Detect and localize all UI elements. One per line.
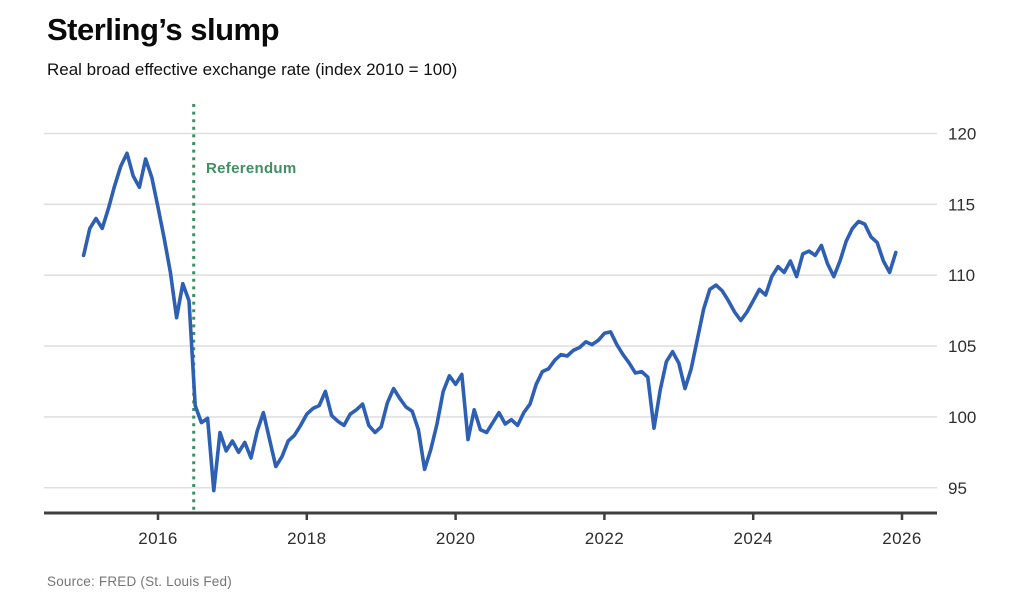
- x-tick-label-2024: 2024: [733, 529, 772, 548]
- x-tick-label-2026: 2026: [882, 529, 921, 548]
- y-tick-label-95: 95: [948, 479, 967, 498]
- y-tick-label-120: 120: [948, 125, 976, 144]
- y-tick-label-115: 115: [948, 195, 975, 214]
- y-tick-label-100: 100: [948, 408, 976, 427]
- x-tick-label-2018: 2018: [287, 529, 326, 548]
- y-tick-label-110: 110: [948, 266, 975, 285]
- x-tick-label-2016: 2016: [138, 529, 177, 548]
- x-tick-label-2020: 2020: [436, 529, 475, 548]
- exchange-rate-line: [81, 151, 898, 493]
- source-note: Source: FRED (St. Louis Fed): [47, 574, 232, 589]
- chart-title: Sterling’s slump: [47, 12, 280, 47]
- y-tick-label-105: 105: [948, 337, 976, 356]
- referendum-annotation-label: Referendum: [206, 160, 297, 177]
- x-tick-label-2022: 2022: [585, 529, 624, 548]
- chart-subtitle: Real broad effective exchange rate (inde…: [47, 60, 458, 79]
